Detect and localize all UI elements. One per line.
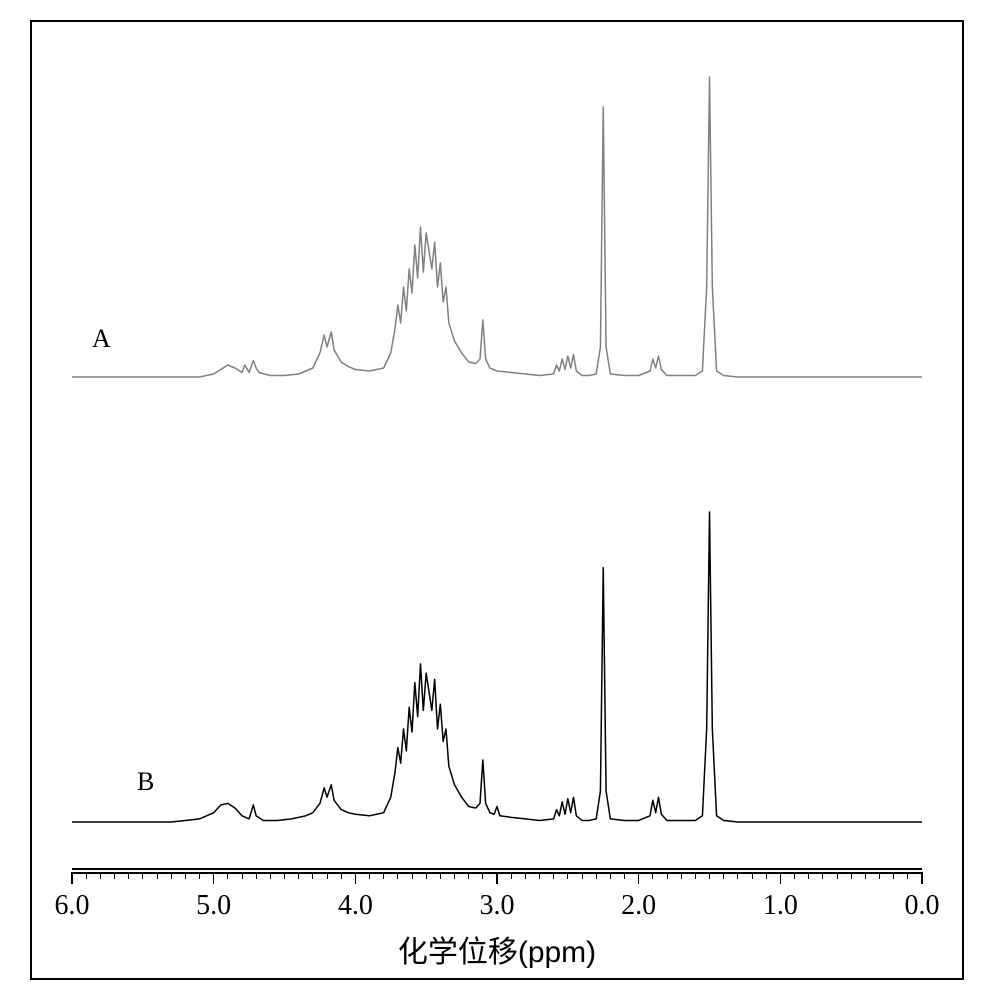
x-tick-minor	[511, 872, 512, 879]
x-tick-minor	[468, 872, 469, 879]
x-tick-major	[780, 872, 782, 884]
x-tick-minor	[808, 872, 809, 879]
x-tick-minor	[709, 872, 710, 879]
x-tick-minor	[142, 872, 143, 879]
x-tick-minor	[157, 872, 158, 879]
x-tick-label: 0.0	[905, 890, 940, 922]
x-tick-label: 4.0	[338, 890, 373, 922]
x-tick-minor	[865, 872, 866, 879]
x-tick-minor	[242, 872, 243, 879]
x-tick-minor	[312, 872, 313, 879]
x-tick-minor	[298, 872, 299, 879]
x-tick-label: 1.0	[763, 890, 798, 922]
x-tick-minor	[553, 872, 554, 879]
x-tick-major	[71, 872, 73, 884]
x-tick-label: 3.0	[480, 890, 515, 922]
x-tick-label: 2.0	[621, 890, 656, 922]
x-tick-minor	[86, 872, 87, 879]
x-tick-major	[213, 872, 215, 884]
nmr-spectra-svg	[32, 22, 962, 978]
x-tick-minor	[341, 872, 342, 879]
x-tick-major	[921, 872, 923, 884]
x-tick-minor	[624, 872, 625, 879]
chart-frame: A B 6.0 5.0 4.0 3.0 2.0 1.0 0.0 化学位移(ppm)	[30, 20, 964, 980]
x-tick-minor	[227, 872, 228, 879]
x-tick-minor	[652, 872, 653, 879]
x-axis-line	[72, 868, 922, 870]
x-tick-minor	[667, 872, 668, 879]
x-tick-minor	[879, 872, 880, 879]
x-tick-label: 5.0	[196, 890, 231, 922]
x-tick-minor	[525, 872, 526, 879]
x-tick-minor	[610, 872, 611, 879]
x-tick-minor	[369, 872, 370, 879]
x-tick-minor	[907, 872, 908, 879]
x-tick-minor	[567, 872, 568, 879]
x-tick-minor	[440, 872, 441, 879]
x-tick-minor	[766, 872, 767, 879]
x-tick-minor	[482, 872, 483, 879]
x-tick-minor	[412, 872, 413, 879]
x-tick-minor	[397, 872, 398, 879]
x-tick-minor	[256, 872, 257, 879]
x-tick-minor	[681, 872, 682, 879]
x-tick-minor	[752, 872, 753, 879]
x-tick-minor	[695, 872, 696, 879]
x-tick-minor	[100, 872, 101, 879]
x-tick-minor	[114, 872, 115, 879]
x-tick-minor	[737, 872, 738, 879]
x-tick-major	[638, 872, 640, 884]
plot-area: A B 6.0 5.0 4.0 3.0 2.0 1.0 0.0 化学位移(ppm)	[32, 22, 962, 978]
x-tick-minor	[199, 872, 200, 879]
x-tick-minor	[582, 872, 583, 879]
x-tick-minor	[723, 872, 724, 879]
x-tick-minor	[454, 872, 455, 879]
x-tick-minor	[327, 872, 328, 879]
x-tick-minor	[128, 872, 129, 879]
x-tick-minor	[893, 872, 894, 879]
x-tick-major	[496, 872, 498, 884]
x-tick-minor	[794, 872, 795, 879]
spectrum-label-a: A	[92, 324, 111, 354]
x-tick-minor	[426, 872, 427, 879]
x-tick-minor	[539, 872, 540, 879]
x-tick-minor	[270, 872, 271, 879]
x-tick-minor	[596, 872, 597, 879]
x-axis-label: 化学位移(ppm)	[32, 927, 962, 971]
spectrum-line-b	[72, 512, 922, 822]
x-tick-minor	[284, 872, 285, 879]
x-tick-label: 6.0	[55, 890, 90, 922]
x-tick-minor	[822, 872, 823, 879]
spectrum-line-a	[72, 77, 922, 377]
x-tick-minor	[185, 872, 186, 879]
x-tick-minor	[837, 872, 838, 879]
x-tick-minor	[171, 872, 172, 879]
x-tick-minor	[851, 872, 852, 879]
x-tick-minor	[383, 872, 384, 879]
spectrum-label-b: B	[137, 767, 154, 797]
x-tick-major	[355, 872, 357, 884]
